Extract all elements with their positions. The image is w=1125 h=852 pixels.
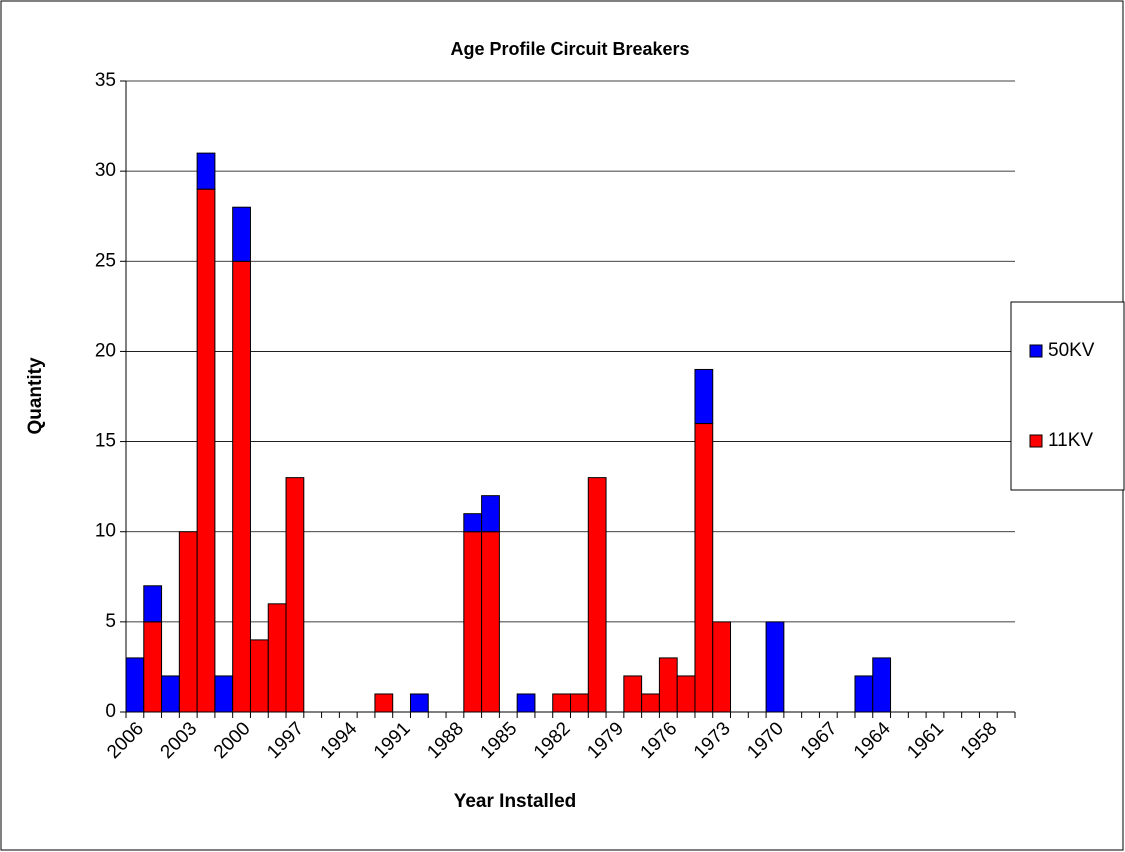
bar-segment [694,423,714,713]
bar-segment [587,477,607,713]
bar-segment [481,495,500,533]
bar-segment [712,621,732,713]
bar-segment [641,693,660,713]
bar-segment [143,585,163,623]
y-tick-label: 10 [95,521,116,542]
y-tick-label: 15 [95,431,116,452]
bar-segment [178,531,198,713]
bar-segment [552,693,571,713]
bar-segment [143,621,163,713]
y-axis-label: Quantity [25,357,46,434]
bar-segment [570,693,589,713]
legend-swatch [1029,344,1043,358]
bar-segment [232,260,251,713]
y-tick-label: 0 [105,701,116,722]
bar-segment [463,531,483,713]
bar-segment [872,657,892,713]
bar-segment [125,657,145,713]
bar-segment [481,531,500,713]
bar-segment [214,675,234,713]
bar-segment [196,152,216,190]
x-axis-label: Year Installed [454,791,577,812]
bar-segment [854,675,874,713]
bar-segment [267,603,287,713]
legend-label: 50KV [1048,340,1095,361]
bar-segment [409,693,429,713]
bar-segment [285,477,305,713]
bar-segment [765,621,785,713]
bar-segment [249,639,269,713]
bar-segment [232,206,251,262]
bar-segment [516,693,536,713]
bar-segment [658,657,678,713]
legend-swatch [1029,434,1043,448]
y-tick-label: 5 [105,611,116,632]
bar-segment [161,675,180,713]
chart-title: Age Profile Circuit Breakers [450,39,689,59]
legend-label: 11KV [1048,430,1093,451]
bar-segment [676,675,696,713]
y-tick-label: 30 [95,160,116,181]
y-tick-label: 25 [95,250,116,271]
legend-box [1010,301,1125,491]
y-tick-label: 20 [95,340,116,361]
bar-segment [374,693,394,713]
bar-segment [196,188,216,713]
bar-segment [623,675,643,713]
bar-segment [694,368,714,425]
bar-segment [463,513,483,533]
y-tick-label: 35 [95,70,116,91]
